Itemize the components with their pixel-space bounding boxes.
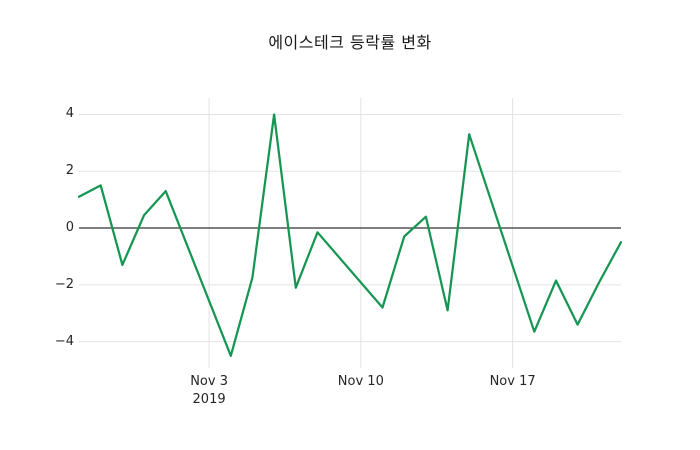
chart-title: 에이스테크 등락률 변화 <box>268 33 432 52</box>
y-tick-label: −2 <box>54 276 74 292</box>
x-tick-label-line2: 2019 <box>192 391 226 407</box>
y-tick-label: 4 <box>65 106 74 122</box>
gridlines-layer <box>79 98 621 368</box>
x-tick-label: Nov 10 <box>319 373 403 391</box>
x-tick-label-line1: Nov 17 <box>489 374 536 389</box>
x-tick-label-line1: Nov 3 <box>190 374 228 389</box>
y-tick-label: 2 <box>65 163 74 179</box>
series-layer <box>77 113 623 357</box>
y-tick-label: −4 <box>54 333 74 349</box>
x-tick-label: Nov 17 <box>471 373 555 391</box>
y-tick-label: 0 <box>65 220 74 236</box>
x-tick-label: Nov 3 2019 <box>167 373 251 408</box>
x-tick-label-line1: Nov 10 <box>337 374 384 389</box>
series-line <box>77 113 623 357</box>
